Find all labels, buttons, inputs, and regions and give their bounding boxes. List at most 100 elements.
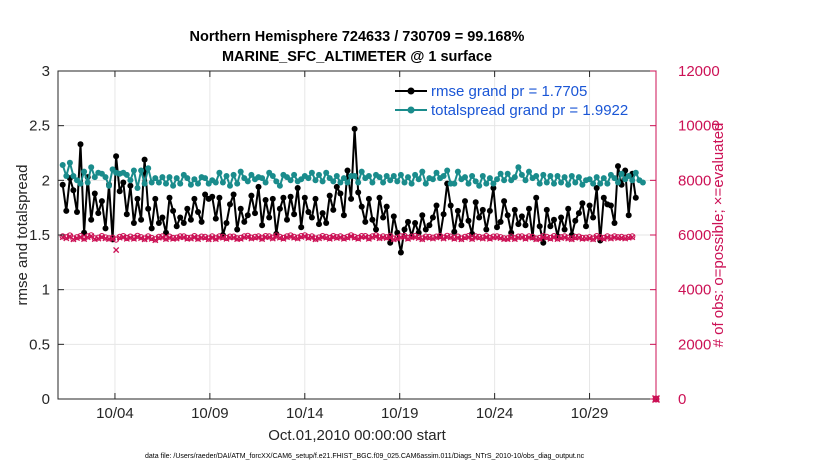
data-point (106, 182, 112, 189)
data-point (344, 167, 351, 174)
data-point (170, 207, 177, 214)
obs-evaluated-marker (518, 234, 525, 241)
data-point (533, 194, 540, 201)
obs-possible-marker (145, 233, 152, 240)
obs-evaluated-marker (561, 234, 568, 241)
obs-evaluated-marker (344, 234, 351, 241)
obs-possible-marker (283, 233, 291, 240)
data-point (625, 173, 632, 179)
data-point (237, 205, 244, 212)
data-point (237, 168, 244, 175)
data-point (173, 223, 180, 230)
obs-possible-marker (98, 233, 106, 240)
data-point (138, 216, 145, 223)
data-point (127, 182, 134, 189)
data-point (141, 156, 148, 163)
data-point (575, 210, 582, 217)
x-tick-label: 10/14 (286, 405, 324, 422)
data-point (579, 181, 586, 188)
data-point (618, 170, 625, 177)
obs-possible-marker (323, 233, 330, 240)
obs-evaluated-marker (372, 233, 380, 240)
data-point (462, 174, 468, 181)
obs-evaluated-marker (134, 233, 141, 240)
left-tick-label: 3 (42, 63, 50, 80)
obs-evaluated-marker (483, 233, 490, 240)
data-point (337, 179, 344, 186)
obs-evaluated-marker (191, 233, 198, 240)
obs-evaluated-marker (209, 234, 216, 241)
obs-evaluated-marker (120, 233, 127, 240)
obs-evaluated-marker (529, 234, 536, 241)
obs-evaluated-marker (152, 237, 159, 244)
data-point (298, 224, 305, 231)
data-point (84, 179, 91, 186)
data-point (273, 178, 280, 185)
obs-evaluated-marker (586, 234, 593, 242)
obs-evaluated-marker (404, 235, 412, 242)
obs-evaluated-marker (202, 234, 209, 241)
data-point (511, 174, 518, 181)
data-point (515, 164, 522, 171)
data-point (269, 195, 276, 202)
data-point (241, 218, 248, 225)
data-point (269, 173, 276, 179)
data-point (166, 194, 173, 201)
data-point (547, 173, 554, 179)
data-point (66, 159, 73, 166)
obs-evaluated-marker (223, 235, 230, 242)
right-tick-label: 0 (678, 391, 686, 408)
obs-evaluated-marker (351, 234, 358, 241)
legend-spread-label: totalspread grand pr = 1.9922 (431, 102, 628, 119)
data-point (319, 178, 326, 185)
data-point (323, 169, 330, 176)
data-point (490, 180, 497, 187)
data-point (323, 220, 330, 226)
data-point (611, 175, 618, 182)
obs-evaluated-marker (429, 235, 436, 242)
obs-evaluated-marker (543, 234, 550, 241)
left-tick-label: 2.5 (29, 118, 50, 135)
data-point (227, 201, 233, 208)
left-tick-label: 0.5 (29, 336, 50, 353)
obs-evaluated-marker (536, 235, 543, 242)
obs-evaluated-marker (137, 234, 145, 242)
data-point (483, 180, 490, 187)
data-point (248, 192, 255, 199)
data-point (533, 173, 540, 179)
data-point (230, 191, 237, 198)
data-point (415, 176, 422, 183)
obs-possible-marker (330, 233, 337, 240)
x-tick-label: 10/24 (476, 405, 514, 422)
obs-evaluated-marker (130, 235, 137, 242)
right-tick-label: 6000 (678, 227, 711, 244)
chart-title-line1: Northern Hemisphere 724633 / 730709 = 99… (190, 29, 525, 45)
obs-evaluated-marker (419, 236, 426, 243)
data-point (451, 228, 458, 235)
data-point (479, 206, 486, 213)
legend-rmse-marker (407, 87, 415, 95)
right-tick-label: 4000 (678, 282, 711, 299)
data-point (102, 174, 109, 181)
data-point (615, 163, 621, 170)
obs-evaluated-marker (123, 235, 130, 242)
data-point (170, 182, 177, 189)
data-point (497, 170, 504, 177)
obs-evaluated-marker (219, 234, 226, 241)
data-point (604, 180, 611, 187)
obs-evaluated-marker (230, 234, 237, 241)
data-point (607, 202, 614, 209)
series-totalspread-grand-pr-1-9922 (59, 159, 646, 191)
data-point (462, 198, 468, 205)
data-point (483, 226, 490, 233)
obs-evaluated-marker (323, 234, 330, 241)
data-point (572, 179, 579, 186)
data-point (116, 188, 123, 195)
data-point (59, 162, 66, 168)
data-point (145, 165, 152, 172)
data-point (583, 223, 589, 230)
obs-evaluated-marker (508, 234, 515, 241)
data-point (518, 171, 525, 178)
obs-evaluated-marker (294, 235, 301, 242)
